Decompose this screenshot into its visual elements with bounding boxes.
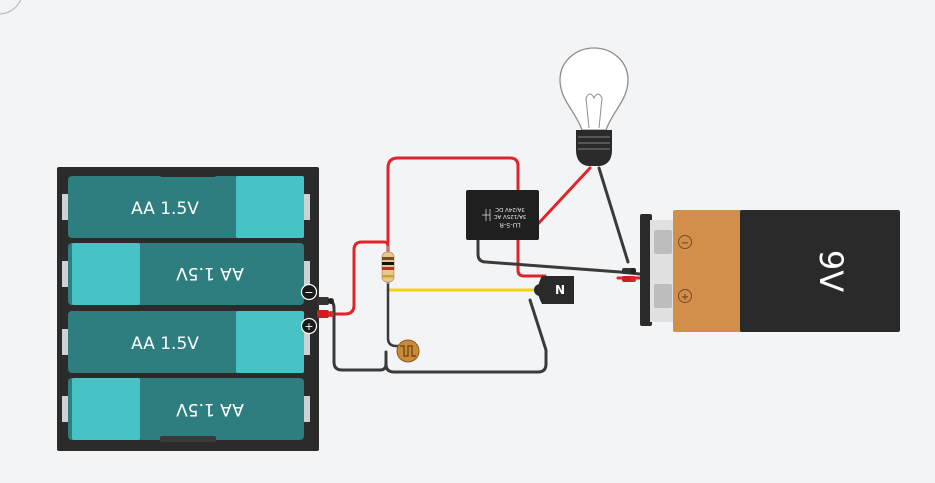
bulb-filament xyxy=(585,93,603,129)
transistor-label: N xyxy=(555,283,565,297)
aa-cell-3-label: AA 1.5V xyxy=(131,334,199,354)
aa-cell-4-label: AA 1.5V xyxy=(176,399,244,419)
wire-red-relay-to-bulb[interactable] xyxy=(535,166,592,227)
aa-cell-1[interactable]: AA 1.5V xyxy=(62,176,310,238)
aa-cell-4[interactable]: AA 1.5V xyxy=(62,378,310,440)
battery-9v-label: 9V xyxy=(812,250,850,292)
battery-9v-black xyxy=(740,210,900,332)
wire-red-relay-to-transistor[interactable] xyxy=(516,238,550,284)
battery-9v-leads xyxy=(622,268,636,282)
aa-cell-2-label: AA 1.5V xyxy=(176,263,244,283)
aa-cell-2[interactable]: AA 1.5V xyxy=(62,243,310,305)
wire-black-ldr-to-transistor[interactable] xyxy=(384,298,548,374)
wire-black-battery-negative[interactable] xyxy=(327,299,388,372)
wire-red-to-relay[interactable] xyxy=(386,156,520,244)
battery-9v-neg-symbol: − xyxy=(681,238,689,249)
light-bulb[interactable] xyxy=(559,47,629,166)
battery-pack-leads xyxy=(317,297,334,318)
resistor[interactable] xyxy=(381,246,395,284)
battery-pack-4aa[interactable]: AA 1.5V AA 1.5V AA 1.5V AA 1.5V xyxy=(57,167,319,451)
battery-9v-cap xyxy=(640,214,652,326)
neg-symbol: − xyxy=(304,286,313,299)
pos-symbol: + xyxy=(304,320,313,333)
wire-black-relay-to-9v[interactable] xyxy=(476,238,642,276)
relay-rating-dc: 3A/24V DC xyxy=(495,206,525,212)
battery-pack-pos-terminal[interactable]: + xyxy=(300,317,318,335)
npn-transistor[interactable]: N xyxy=(534,276,574,304)
battery-9v-pos-terminal[interactable]: + xyxy=(678,289,692,304)
wire-red-battery-to-resistor[interactable] xyxy=(333,240,390,316)
wire-resistor-to-ldr[interactable] xyxy=(386,280,404,348)
aa-cell-1-label: AA 1.5V xyxy=(131,199,199,219)
relay-model-label: LU-5-R xyxy=(499,221,521,229)
relay-body xyxy=(466,190,539,240)
bulb-glass xyxy=(559,47,629,131)
battery-9v[interactable]: − + 9V xyxy=(640,210,900,332)
battery-9v-pos-symbol: + xyxy=(681,292,689,303)
battery-pack-neg-terminal[interactable]: − xyxy=(300,283,318,301)
aa-cell-3[interactable]: AA 1.5V xyxy=(62,311,310,373)
relay-rating-ac: 3A/125V AC xyxy=(494,213,527,219)
relay[interactable]: LU-5-R 3A/125V AC 3A/24V DC xyxy=(466,190,539,240)
photoresistor[interactable] xyxy=(396,339,420,363)
corner-handle xyxy=(0,0,22,15)
battery-9v-neg-terminal[interactable]: − xyxy=(678,235,692,250)
battery-9v-copper xyxy=(673,210,743,332)
wire-black-bulb-to-9v[interactable] xyxy=(597,166,630,264)
